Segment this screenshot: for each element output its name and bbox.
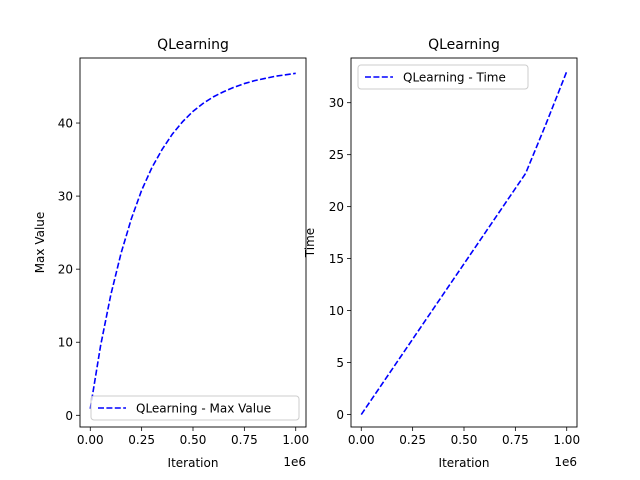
y-tick-label: 0: [65, 409, 73, 423]
legend: QLearning - Time: [357, 64, 529, 90]
legend-label: QLearning - Time: [403, 71, 506, 85]
y-axis-label: Max Value: [33, 212, 47, 274]
chart-title: QLearning: [157, 37, 229, 53]
y-tick-label: 30: [329, 96, 344, 110]
x-tick-label: 1.00: [282, 433, 309, 447]
y-tick-label: 0: [336, 408, 344, 422]
y-tick-label: 20: [329, 200, 344, 214]
x-tick-label: 0.00: [77, 433, 104, 447]
x-axis-label: Iteration: [439, 456, 490, 470]
y-tick-label: 25: [329, 148, 344, 162]
x-tick-label: 0.00: [348, 433, 375, 447]
x-tick-label: 1.00: [553, 433, 580, 447]
y-axis-label: Time: [303, 228, 317, 258]
x-offset-text: 1e6: [554, 455, 577, 469]
series-line-1: [360, 71, 568, 415]
legend-label: QLearning - Max Value: [136, 402, 271, 416]
y-tick-label: 10: [58, 336, 73, 350]
legend: QLearning - Max Value: [90, 395, 300, 421]
y-tick-label: 15: [329, 252, 344, 266]
x-tick-label: 0.50: [451, 433, 478, 447]
y-tick-label: 20: [58, 263, 73, 277]
left-chart-panel: 0.00 0.25 0.50 0.75 1.00 0 10 20 30 40 1e6 QLearnin…: [33, 37, 309, 470]
chart-title: QLearning: [428, 37, 500, 53]
y-tick-label: 30: [58, 190, 73, 204]
x-tick-label: 0.50: [180, 433, 207, 447]
x-tick-label: 0.25: [399, 433, 426, 447]
series-line-1: [89, 72, 296, 409]
right-chart-panel: 0.00 0.25 0.50 0.75 1.00 0 5 10 15 20 25 30 1e6 QLear…: [303, 37, 580, 470]
legend-box: [90, 395, 300, 421]
x-tick-label: 0.75: [502, 433, 529, 447]
y-tick-label: 40: [58, 117, 73, 131]
x-axis-label: Iteration: [168, 456, 219, 470]
y-tick-label: 10: [329, 304, 344, 318]
x-tick-label: 0.25: [128, 433, 155, 447]
y-tick-label: 5: [336, 356, 344, 370]
legend-box: [357, 64, 529, 90]
x-offset-text: 1e6: [283, 455, 306, 469]
x-tick-label: 0.75: [231, 433, 258, 447]
